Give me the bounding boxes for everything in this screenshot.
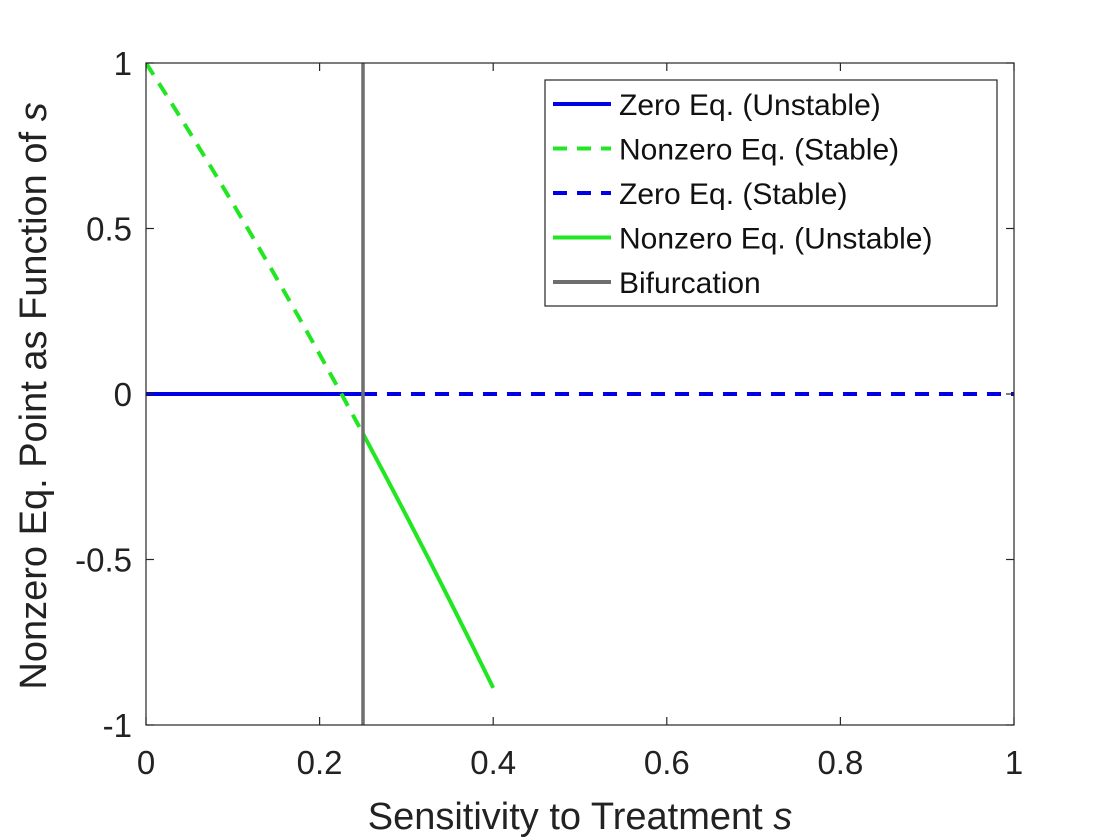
ticks-layer: 0 0.2 0.4 0.6 0.8 1 1 0.5 0 -0.5 -1 — [75, 45, 1023, 781]
legend-label-1: Nonzero Eq. (Stable) — [619, 134, 899, 167]
x-tick-label: 0.2 — [297, 744, 343, 781]
y-axis-title-var: s — [13, 102, 55, 121]
legend-label-3: Nonzero Eq. (Unstable) — [619, 223, 932, 256]
y-tick-label: -1 — [103, 707, 132, 744]
series-layer — [146, 63, 1014, 725]
x-axis-title-var: s — [773, 796, 792, 838]
y-tick-label: -0.5 — [75, 542, 132, 579]
legend-items: Zero Eq. (Unstable) Nonzero Eq. (Stable) Z… — [553, 89, 932, 300]
x-tick-label: 0.6 — [644, 744, 690, 781]
y-axis-title-text: Nonzero Eq. Point as Function of — [13, 121, 55, 689]
legend-label-0: Zero Eq. (Unstable) — [619, 89, 881, 122]
series-line-3 — [361, 432, 495, 689]
legend-box — [544, 79, 998, 307]
x-tick-label: 0 — [137, 744, 155, 781]
y-tick-label: 0.5 — [86, 211, 132, 248]
y-tick-label: 0 — [114, 376, 132, 413]
x-tick-label: 0.4 — [470, 744, 516, 781]
x-axis-title-text: Sensitivity to Treatment — [368, 796, 774, 838]
x-tick-label: 1 — [1005, 744, 1023, 781]
legend-label-4: Bifurcation — [619, 267, 761, 300]
y-tick-label: 1 — [114, 45, 132, 82]
y-axis-title: Nonzero Eq. Point as Function of s — [13, 102, 55, 689]
x-tick-label: 0.8 — [817, 744, 863, 781]
legend: Zero Eq. (Unstable) Nonzero Eq. (Stable) Z… — [544, 79, 998, 307]
legend-label-2: Zero Eq. (Stable) — [619, 178, 847, 211]
x-axis-title: Sensitivity to Treatment s — [368, 796, 793, 838]
